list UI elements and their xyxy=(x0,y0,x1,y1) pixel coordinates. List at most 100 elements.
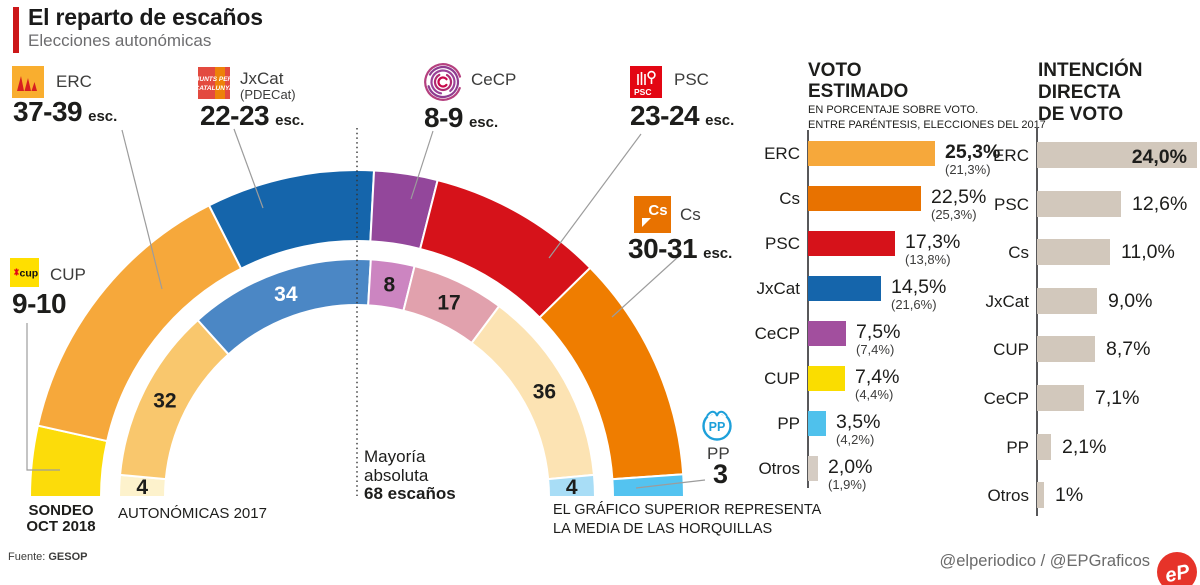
cup-logo-text: cup xyxy=(20,268,39,280)
pp-logo-icon: PP xyxy=(702,409,732,441)
voto-label-pp: PP xyxy=(777,414,800,433)
party-seats-pp-value: 3 xyxy=(713,459,728,489)
party-label-cs: Cs Cs 30-31 esc. xyxy=(628,196,804,268)
party-seats-cup-value: 9-10 xyxy=(12,288,67,319)
party-label-erc: ERC 37-39 esc. xyxy=(12,66,192,130)
voto-value-cecp: 7,5% xyxy=(856,321,901,343)
intencion-bar-psc xyxy=(1037,191,1121,217)
cup-logo-icon: cup xyxy=(10,258,39,287)
voto-paren-erc: (21,3%) xyxy=(945,162,991,177)
voto-paren-psc: (13,8%) xyxy=(905,252,951,267)
intencion-axis xyxy=(1036,127,1038,516)
intencion-value-psc: 12,6% xyxy=(1132,193,1188,215)
party-seats-cup: 9-10 xyxy=(12,288,67,320)
voto-bar-cecp xyxy=(808,321,846,346)
voto-value-erc: 25,3% xyxy=(945,141,1001,163)
party-seats-jxcat-value: 22-23 xyxy=(200,100,270,131)
arc-seat-label-psc: 17 xyxy=(437,292,460,315)
intencion-value-cs: 11,0% xyxy=(1121,241,1175,263)
party-seats-cecp: 8-9 esc. xyxy=(424,102,498,134)
party-seats-cs-suffix: esc. xyxy=(703,245,733,262)
intencion-bar-cecp xyxy=(1037,385,1084,411)
voto-estimado-axis xyxy=(807,130,809,488)
voto-paren-cup: (4,4%) xyxy=(855,387,894,402)
voto-bar-erc xyxy=(808,141,935,166)
intencion-bar-jxcat xyxy=(1037,288,1097,314)
pp-logo-text: PP xyxy=(709,420,726,434)
psc-logo-icon: PSC xyxy=(630,66,662,98)
voto-bar-otros xyxy=(808,456,818,481)
party-label-cup: cup CUP 9-10 xyxy=(10,258,150,320)
voto-label-cup: CUP xyxy=(764,369,800,388)
connector-jxcat xyxy=(233,128,264,209)
voto-estimado-subtitle-line-2: ENTRE PARÉNTESIS, ELECCIONES DEL 2017 xyxy=(808,119,1046,131)
party-seats-pp: 3 xyxy=(713,459,728,490)
page-subtitle: Elecciones autonómicas xyxy=(28,31,212,50)
jxcat-logo-text-1: JUNTS PER xyxy=(198,76,230,83)
arc-seat-label-cs: 36 xyxy=(533,381,556,404)
voto-estimado-title: VOTO ESTIMADO xyxy=(808,60,908,102)
ep-logo-text: eP xyxy=(1163,561,1192,585)
cs-logo-icon: Cs xyxy=(634,196,671,233)
arc-auto2017-cup xyxy=(117,473,167,498)
arc-auto2017-psc xyxy=(402,264,501,345)
intencion-label-cs: Cs xyxy=(1008,243,1029,262)
intencion-title: INTENCIÓN DIRECTA DE VOTO xyxy=(1038,60,1143,126)
voto-paren-pp: (4,2%) xyxy=(836,432,875,447)
party-name-cup: CUP xyxy=(50,265,86,284)
voto-label-otros: Otros xyxy=(758,459,800,478)
arc-auto2017-cecp xyxy=(367,258,416,312)
majority-line-1: Mayoría xyxy=(364,447,426,466)
hemicycle-note-line-2: LA MEDIA DE LAS HORQUILLAS xyxy=(553,520,773,537)
party-name-erc: ERC xyxy=(56,72,92,91)
ep-logo-icon: eP xyxy=(1157,552,1197,585)
intencion-value-erc: 24,0% xyxy=(1131,146,1187,168)
voto-estimado-subtitle-line-1: EN PORCENTAJE SOBRE VOTO. xyxy=(808,104,979,116)
intencion-value-otros: 1% xyxy=(1055,484,1084,506)
psc-logo-text: PSC xyxy=(634,87,651,97)
intencion-label-pp: PP xyxy=(1006,438,1029,457)
party-name-cecp: CeCP xyxy=(471,70,517,89)
arc-sondeo2018-cup xyxy=(28,424,109,498)
source-value: GESOP xyxy=(48,551,88,563)
jxcat-logo-icon: JUNTS PER CATALUNYA xyxy=(198,67,230,99)
hemicycle-note: EL GRÁFICO SUPERIOR REPRESENTA LA MEDIA … xyxy=(553,501,821,538)
party-label-pp: PP PP 3 xyxy=(699,404,779,494)
party-seats-jxcat: 22-23 esc. xyxy=(200,100,304,132)
intencion-title-line-2: DIRECTA xyxy=(1038,82,1122,103)
party-seats-erc: 37-39 esc. xyxy=(13,96,117,128)
voto-value-jxcat: 14,5% xyxy=(891,276,947,298)
intencion-label-cecp: CeCP xyxy=(983,389,1029,408)
party-seats-cs-value: 30-31 xyxy=(628,233,698,264)
arc-auto2017-cs xyxy=(470,304,596,481)
voto-paren-jxcat: (21,6%) xyxy=(891,297,937,312)
voto-estimado-title-line-2: ESTIMADO xyxy=(808,81,909,102)
voto-paren-cs: (25,3%) xyxy=(931,207,977,222)
sondeo-caption-line-1: SONDEO xyxy=(28,502,94,519)
arc-seat-label-jxcat: 34 xyxy=(274,283,298,306)
intencion-bar-cup xyxy=(1037,336,1095,362)
intencion-label-psc: PSC xyxy=(994,195,1029,214)
sondeo-caption-line-2: OCT 2018 xyxy=(26,518,96,535)
intencion-label-otros: Otros xyxy=(987,486,1029,505)
voto-paren-otros: (1,9%) xyxy=(828,477,867,492)
voto-estimado-title-line-1: VOTO xyxy=(808,60,862,81)
intencion-bar-otros xyxy=(1037,482,1044,508)
voto-label-cs: Cs xyxy=(779,189,800,208)
voto-bar-cup xyxy=(808,366,845,391)
voto-label-psc: PSC xyxy=(765,234,800,253)
connector-pp xyxy=(635,479,706,489)
arc-sondeo2018-psc xyxy=(418,178,592,319)
voto-bar-pp xyxy=(808,411,826,436)
arc-seat-label-erc: 32 xyxy=(153,390,176,413)
party-name-psc: PSC xyxy=(674,70,709,89)
credits: @elperiodico / @EPGraficos xyxy=(939,552,1151,570)
arc-sondeo2018-pp xyxy=(611,473,686,498)
arc-seat-label-cecp: 8 xyxy=(384,273,396,296)
majority-line-3: 68 escaños xyxy=(364,484,456,503)
intencion-label-erc: ERC xyxy=(993,146,1029,165)
arc-auto2017-pp xyxy=(547,473,597,498)
intencion-label-jxcat: JxCat xyxy=(985,292,1029,311)
cecp-logo-icon xyxy=(424,63,462,101)
